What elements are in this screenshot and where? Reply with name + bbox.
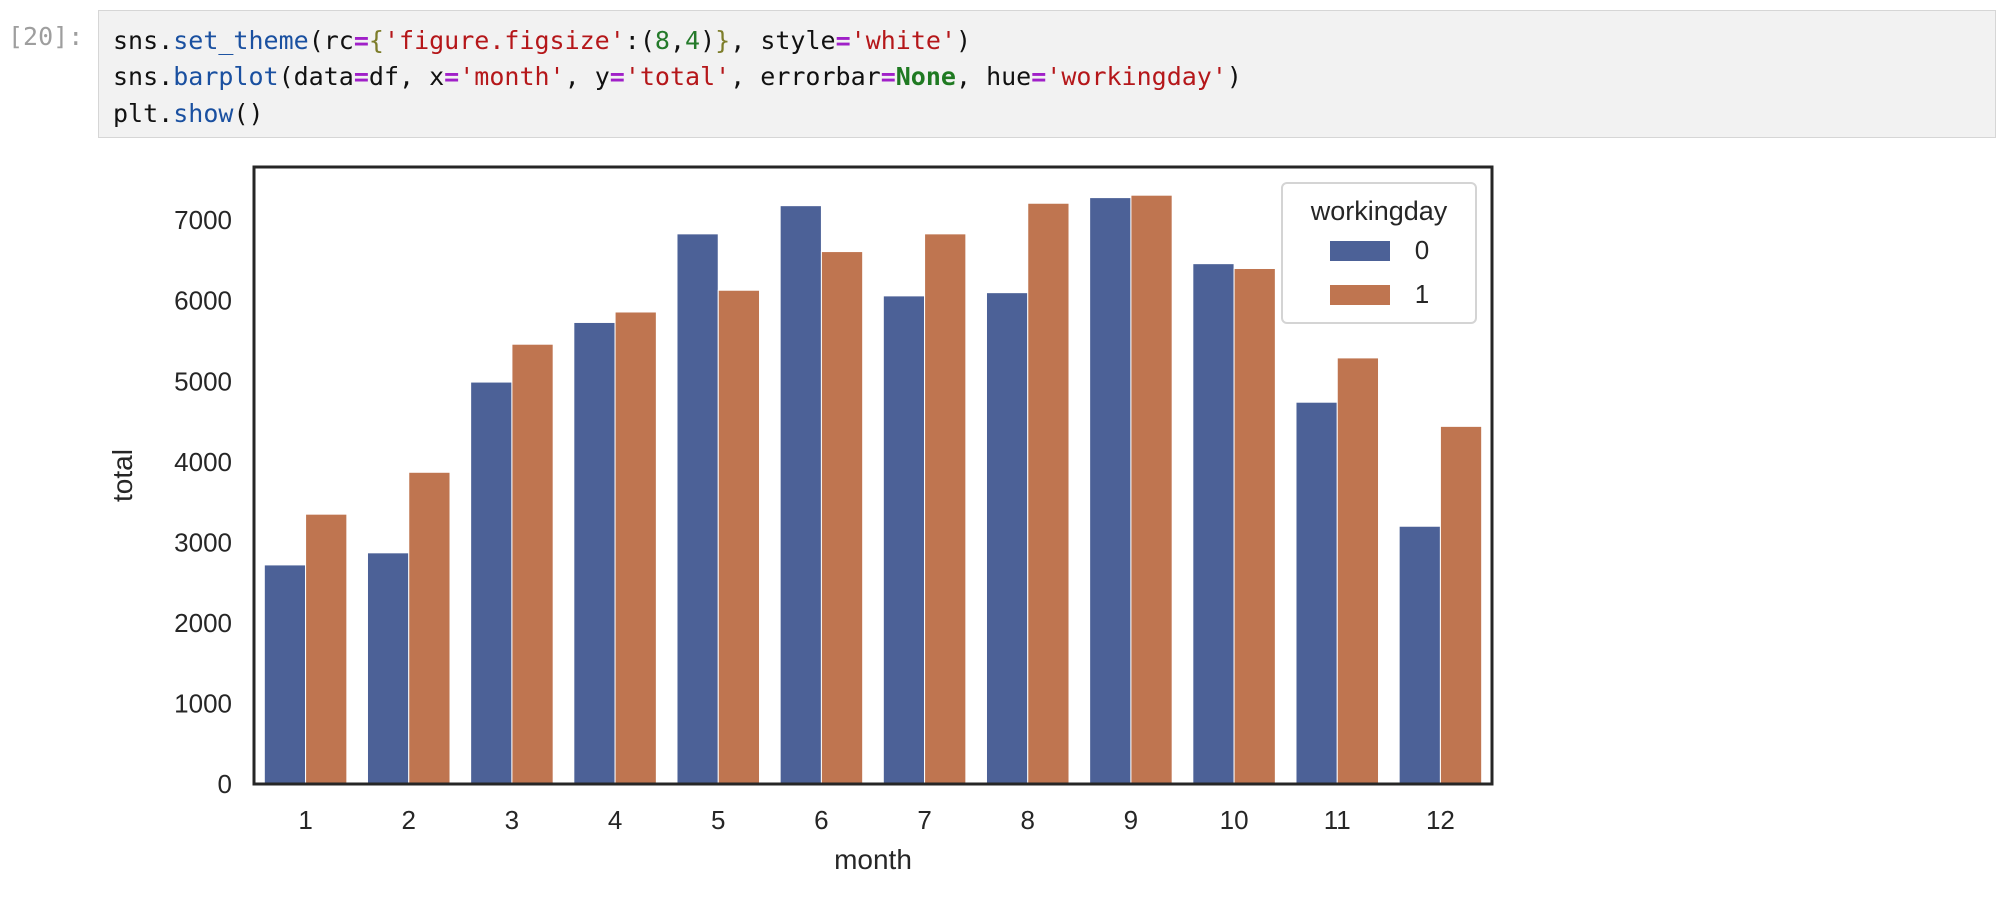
x-tick-label: 5 bbox=[711, 805, 725, 835]
code-token: = bbox=[1031, 62, 1047, 91]
bar-month-4-workingday-1 bbox=[614, 311, 657, 785]
x-tick-label: 8 bbox=[1021, 805, 1035, 835]
x-tick-label: 2 bbox=[402, 805, 416, 835]
bar-month-11-workingday-0 bbox=[1295, 401, 1338, 785]
y-tick-label: 2000 bbox=[174, 608, 232, 638]
legend-title: workingday bbox=[1310, 196, 1448, 226]
bar-month-11-workingday-1 bbox=[1336, 357, 1380, 785]
x-tick-label: 4 bbox=[608, 805, 622, 835]
bar-month-9-workingday-0 bbox=[1089, 197, 1132, 785]
code-token: . bbox=[158, 62, 174, 91]
y-tick-label: 7000 bbox=[174, 205, 232, 235]
code-token: barplot bbox=[173, 62, 279, 91]
bar-month-12-workingday-1 bbox=[1439, 425, 1483, 785]
bar-month-5-workingday-0 bbox=[676, 233, 719, 785]
code-token: } bbox=[715, 26, 731, 55]
code-token: (data bbox=[278, 62, 354, 91]
bar-month-8-workingday-0 bbox=[985, 292, 1029, 785]
code-token: sns bbox=[113, 26, 159, 55]
x-tick-label: 10 bbox=[1220, 805, 1249, 835]
bar-month-8-workingday-1 bbox=[1027, 202, 1070, 785]
code-token: 'workingday' bbox=[1046, 62, 1227, 91]
bar-month-12-workingday-0 bbox=[1398, 525, 1441, 785]
bar-month-5-workingday-1 bbox=[717, 289, 761, 785]
code-line-1: sns.set_theme(rc={'figure.figsize':(8,4)… bbox=[113, 28, 971, 53]
code-token: = bbox=[444, 62, 460, 91]
bar-month-3-workingday-1 bbox=[511, 343, 554, 785]
y-tick-label: 4000 bbox=[174, 447, 232, 477]
bar-month-7-workingday-0 bbox=[882, 295, 926, 785]
bar-month-6-workingday-1 bbox=[820, 251, 864, 785]
legend-swatch-0 bbox=[1330, 241, 1390, 261]
code-token: , hue bbox=[955, 62, 1032, 91]
y-tick-label: 0 bbox=[218, 769, 232, 799]
code-token: = bbox=[609, 62, 625, 91]
legend-entry-label: 0 bbox=[1415, 235, 1429, 265]
code-token: (rc bbox=[308, 26, 354, 55]
bar-month-2-workingday-1 bbox=[408, 471, 451, 785]
code-line-2: sns.barplot(data=df, x='month', y='total… bbox=[113, 64, 1242, 89]
x-tick-label: 3 bbox=[505, 805, 519, 835]
y-tick-label: 5000 bbox=[174, 366, 232, 396]
y-tick-label: 1000 bbox=[174, 688, 232, 718]
code-token: , style bbox=[730, 26, 836, 55]
code-token: ) bbox=[956, 26, 972, 55]
bar-month-6-workingday-0 bbox=[779, 205, 822, 785]
code-token: df, x bbox=[368, 62, 445, 91]
code-token: () bbox=[233, 99, 264, 128]
x-tick-label: 6 bbox=[814, 805, 828, 835]
code-token: set_theme bbox=[173, 26, 309, 55]
code-token: . bbox=[158, 99, 174, 128]
legend-entry-label: 1 bbox=[1415, 279, 1429, 309]
legend-swatch-1 bbox=[1330, 285, 1390, 305]
x-tick-label: 1 bbox=[298, 805, 312, 835]
x-tick-label: 12 bbox=[1426, 805, 1455, 835]
code-token: 4 bbox=[685, 26, 701, 55]
code-token: 'figure.figsize' bbox=[383, 26, 625, 55]
code-token: ) bbox=[700, 26, 716, 55]
bar-month-10-workingday-0 bbox=[1192, 263, 1235, 785]
y-tick-label: 6000 bbox=[174, 286, 232, 316]
code-token: = bbox=[353, 26, 369, 55]
code-token: :( bbox=[624, 26, 655, 55]
y-axis-label: total bbox=[107, 449, 138, 502]
bar-month-1-workingday-1 bbox=[305, 513, 348, 785]
bar-month-9-workingday-1 bbox=[1130, 194, 1173, 785]
bar-month-3-workingday-0 bbox=[470, 381, 513, 785]
plot-frame bbox=[252, 165, 1494, 786]
bar-month-4-workingday-0 bbox=[573, 321, 616, 785]
code-token: ) bbox=[1226, 62, 1242, 91]
code-token: 'total' bbox=[624, 62, 731, 91]
code-token: sns bbox=[113, 62, 159, 91]
y-tick-label: 3000 bbox=[174, 527, 232, 557]
code-token: { bbox=[368, 26, 384, 55]
code-token: . bbox=[158, 26, 174, 55]
code-token: , y bbox=[564, 62, 610, 91]
code-token: show bbox=[173, 99, 234, 128]
bar-month-1-workingday-0 bbox=[263, 564, 307, 785]
code-token: 'month' bbox=[459, 62, 565, 91]
code-line-3: plt.show() bbox=[113, 101, 264, 126]
code-token: , errorbar bbox=[730, 62, 881, 91]
code-token: , bbox=[669, 26, 686, 55]
cell-output: 0 1000 2000 3000 4000 5000 6000 7000 1 2 3 4 5 6 7 8 9 10… bbox=[98, 150, 1518, 890]
cell-prompt: [20]: bbox=[8, 22, 84, 51]
code-token: None bbox=[895, 62, 956, 91]
x-tick-label: 7 bbox=[917, 805, 931, 835]
code-token: = bbox=[880, 62, 896, 91]
x-tick-label: 11 bbox=[1324, 805, 1351, 835]
code-token: 'white' bbox=[850, 26, 956, 55]
code-token: = bbox=[835, 26, 851, 55]
bar-month-10-workingday-1 bbox=[1233, 267, 1276, 785]
code-token: plt bbox=[113, 99, 159, 128]
x-axis-label: month bbox=[834, 844, 912, 875]
code-token: 8 bbox=[654, 26, 670, 55]
code-token: = bbox=[353, 62, 369, 91]
code-cell[interactable]: sns.set_theme(rc={'figure.figsize':(8,4)… bbox=[98, 10, 1996, 138]
bar-month-2-workingday-0 bbox=[366, 552, 410, 785]
x-tick-label: 9 bbox=[1124, 805, 1138, 835]
bar-month-7-workingday-1 bbox=[924, 233, 967, 785]
